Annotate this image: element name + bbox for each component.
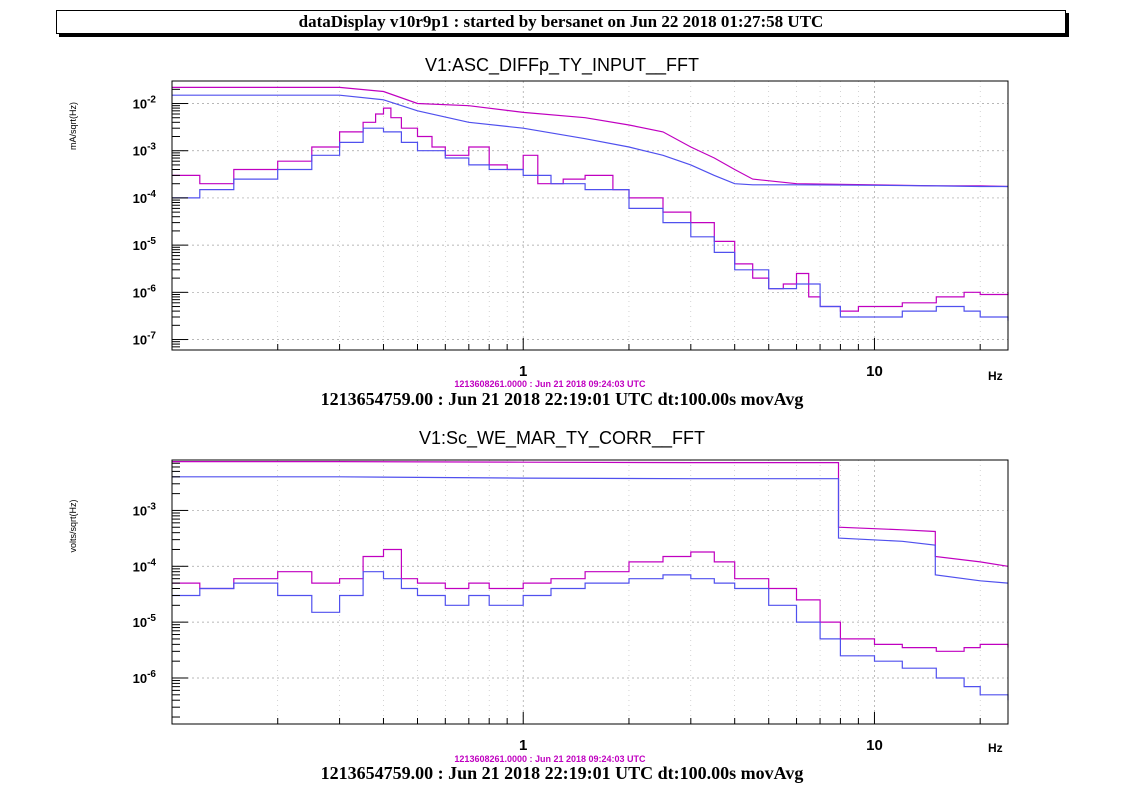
- plot-2-y-tick-label: 10-4: [133, 557, 157, 574]
- plot-1-y-tick-label: 10-5: [133, 236, 157, 253]
- plot-1-y-tick-label: 10-6: [133, 283, 157, 300]
- window-title-banner: dataDisplay v10r9p1 : started by bersane…: [56, 10, 1066, 34]
- plot-1-series-2: [172, 127, 1009, 321]
- plot-2-y-axis-label: volts/sqrt(Hz): [68, 499, 78, 552]
- plot-2-series-2: [172, 571, 1009, 701]
- plot-1-series-3: [172, 86, 1009, 188]
- plot-2: V1:Sc_WE_MAR_TY_CORR__FFT volts/sqrt(Hz)…: [68, 428, 1009, 783]
- plot-2-x-tick-label: 10: [866, 737, 883, 754]
- plot-2-title: V1:Sc_WE_MAR_TY_CORR__FFT: [419, 428, 705, 449]
- plot-2-y-tick-label: 10-5: [133, 613, 157, 630]
- plot-1-series-1: [172, 107, 1009, 312]
- plot-2-grid: [171, 460, 1008, 724]
- plot-1: V1:ASC_DIFFp_TY_INPUT__FFT mA/sqrt(Hz) 1…: [68, 55, 1009, 409]
- plot-1-y-axis-label: mA/sqrt(Hz): [68, 102, 78, 150]
- plot-2-series-1: [172, 548, 1009, 652]
- plot-1-y-tick-labels: 10-2 10-3 10-4 10-5 10-6 10-7: [133, 95, 157, 348]
- plot-1-title: V1:ASC_DIFFp_TY_INPUT__FFT: [425, 55, 699, 76]
- plot-1-y-tick-label: 10-4: [133, 189, 157, 206]
- plot-1-x-tick-label: 1: [519, 363, 527, 380]
- plot-1-series-4: [172, 94, 1008, 188]
- plot-1-reference-stamp: 1213608261.0000 : Jun 21 2018 09:24:03 U…: [454, 379, 646, 389]
- plot-1-y-tick-label: 10-3: [133, 142, 157, 159]
- plot-1-x-tick-labels: 1 10: [519, 363, 883, 380]
- plot-2-frame: [171, 459, 1009, 725]
- plot-2-y-tick-labels: 10-3 10-4 10-5 10-6: [133, 501, 157, 686]
- plot-2-series-4: [172, 476, 1009, 584]
- plot-2-x-tick-label: 1: [519, 737, 527, 754]
- plot-2-x-tick-labels: 1 10: [519, 737, 883, 754]
- plot-2-footer: 1213654759.00 : Jun 21 2018 22:19:01 UTC…: [321, 763, 804, 783]
- plot-2-y-tick-label: 10-3: [133, 501, 157, 518]
- plot-1-footer: 1213654759.00 : Jun 21 2018 22:19:01 UTC…: [321, 389, 804, 409]
- plot-2-series-layer: [172, 461, 1009, 701]
- window-title: dataDisplay v10r9p1 : started by bersane…: [298, 12, 824, 31]
- plot-2-ticks: [171, 459, 981, 724]
- plot-2-y-tick-label: 10-6: [133, 669, 157, 686]
- plot-1-x-tick-label: 10: [866, 363, 883, 380]
- plot-1-grid: [171, 81, 1008, 350]
- plot-1-y-tick-label: 10-2: [133, 95, 157, 112]
- plot-1-series-layer: [172, 86, 1009, 321]
- plot-1-x-axis-label: Hz: [988, 369, 1003, 383]
- plot-1-y-tick-label: 10-7: [133, 331, 157, 348]
- plot-2-reference-stamp: 1213608261.0000 : Jun 21 2018 09:24:03 U…: [454, 754, 646, 764]
- plot-2-x-axis-label: Hz: [988, 741, 1003, 755]
- plot-1-frame: [171, 80, 1009, 351]
- plot-1-ticks: [171, 80, 981, 351]
